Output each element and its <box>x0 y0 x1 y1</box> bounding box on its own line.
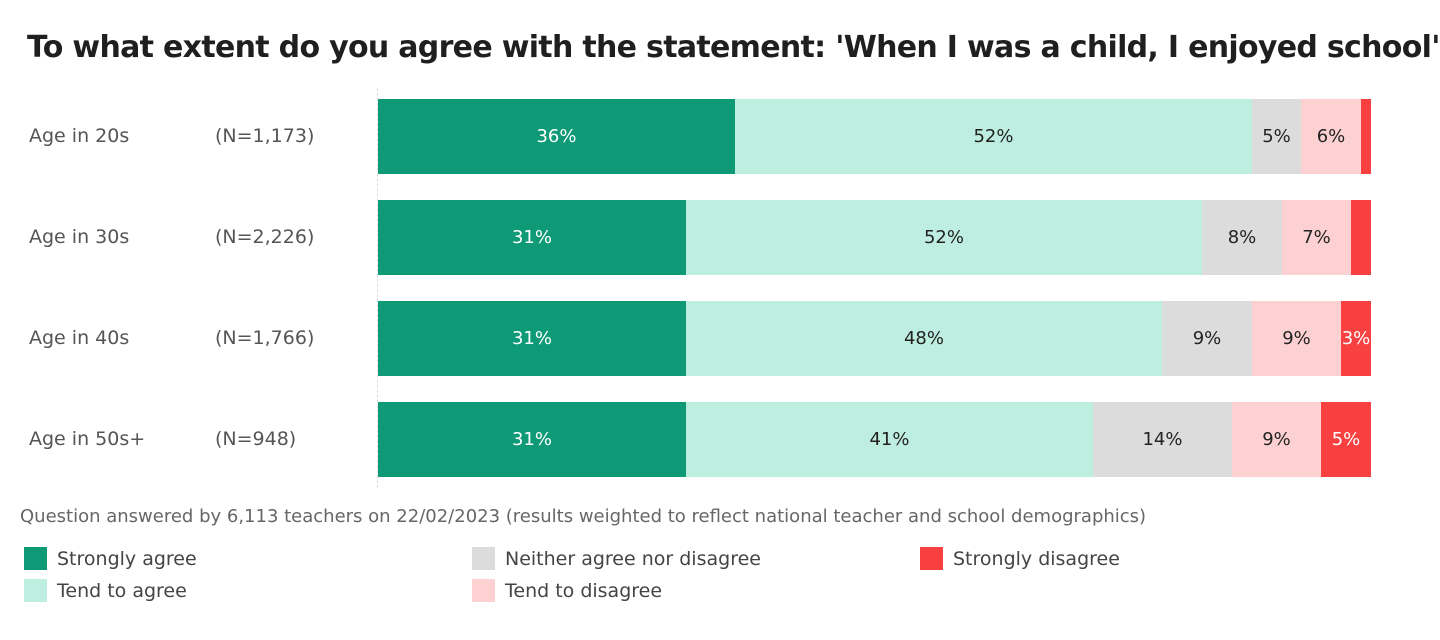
category-label: Age in 50s+ <box>29 428 146 450</box>
bar-segment: 5% <box>1252 99 1301 174</box>
data-label: 6% <box>1316 126 1346 147</box>
bar-segment: 31% <box>378 200 686 275</box>
legend-item: Tend to agree <box>24 579 187 602</box>
legend-item: Neither agree nor disagree <box>472 547 761 570</box>
legend-label: Tend to agree <box>57 579 187 602</box>
bar-segment: 9% <box>1232 402 1321 477</box>
bar-segment: 31% <box>378 402 686 477</box>
bar-segment: 7% <box>1282 200 1351 275</box>
legend-swatch <box>920 547 943 570</box>
data-label: 14% <box>1142 429 1183 450</box>
bar-segment <box>1351 200 1371 275</box>
stacked-bar: 31% 41% 14% 9% 5% <box>378 402 1371 477</box>
category-label: Age in 40s <box>29 327 130 349</box>
data-label: 9% <box>1192 328 1222 349</box>
sample-size-label: (N=1,766) <box>215 327 315 349</box>
legend-label: Strongly agree <box>57 547 197 570</box>
bar-segment: 41% <box>686 402 1093 477</box>
data-label: 41% <box>869 429 910 450</box>
footnote: Question answered by 6,113 teachers on 2… <box>20 506 1147 527</box>
legend-swatch <box>24 547 47 570</box>
bar-segment: 3% <box>1341 301 1371 376</box>
bar-segment: 6% <box>1301 99 1361 174</box>
data-label: 52% <box>923 227 964 248</box>
data-label: 9% <box>1262 429 1291 450</box>
data-label: 36% <box>536 126 577 147</box>
category-label: Age in 20s <box>29 125 130 147</box>
data-label: 31% <box>511 227 552 248</box>
chart-title: To what extent do you agree with the sta… <box>27 30 1440 65</box>
data-label: 31% <box>511 328 552 349</box>
data-label: 5% <box>1331 429 1361 450</box>
stacked-bar: 36% 52% 5% 6% <box>378 99 1371 174</box>
bar-segment: 31% <box>378 301 686 376</box>
category-label: Age in 30s <box>29 226 130 248</box>
legend-swatch <box>472 579 495 602</box>
legend-swatch <box>24 579 47 602</box>
data-label: 31% <box>511 429 552 450</box>
legend-label: Tend to disagree <box>505 579 663 602</box>
legend-item: Strongly agree <box>24 547 197 570</box>
legend-item: Tend to disagree <box>472 579 662 602</box>
bar-segment: 8% <box>1202 200 1282 275</box>
data-label: 8% <box>1227 227 1257 248</box>
bar-segment: 52% <box>735 99 1252 174</box>
data-label: 52% <box>973 126 1014 147</box>
legend-label: Neither agree nor disagree <box>505 547 761 570</box>
data-label: 3% <box>1341 328 1371 349</box>
bar-segment: 48% <box>686 301 1162 376</box>
bar-segment: 5% <box>1321 402 1371 477</box>
data-label: 5% <box>1262 126 1291 147</box>
legend-item: Strongly disagree <box>920 547 1120 570</box>
bar-segment <box>1361 99 1371 174</box>
bar-segment: 36% <box>378 99 735 174</box>
legend-label: Strongly disagree <box>953 547 1120 570</box>
bar-segment: 9% <box>1162 301 1252 376</box>
data-label: 9% <box>1282 328 1311 349</box>
bar-segment: 14% <box>1093 402 1232 477</box>
sample-size-label: (N=1,173) <box>215 125 315 147</box>
data-label: 7% <box>1302 227 1331 248</box>
bar-segment: 9% <box>1252 301 1341 376</box>
data-label: 48% <box>903 328 944 349</box>
sample-size-label: (N=2,226) <box>215 226 315 248</box>
bar-segment: 52% <box>686 200 1202 275</box>
stacked-bar: 31% 48% 9% 9% 3% <box>378 301 1371 376</box>
sample-size-label: (N=948) <box>215 428 297 450</box>
stacked-bar: 31% 52% 8% 7% <box>378 200 1371 275</box>
axis-divider <box>377 88 378 488</box>
legend-swatch <box>472 547 495 570</box>
